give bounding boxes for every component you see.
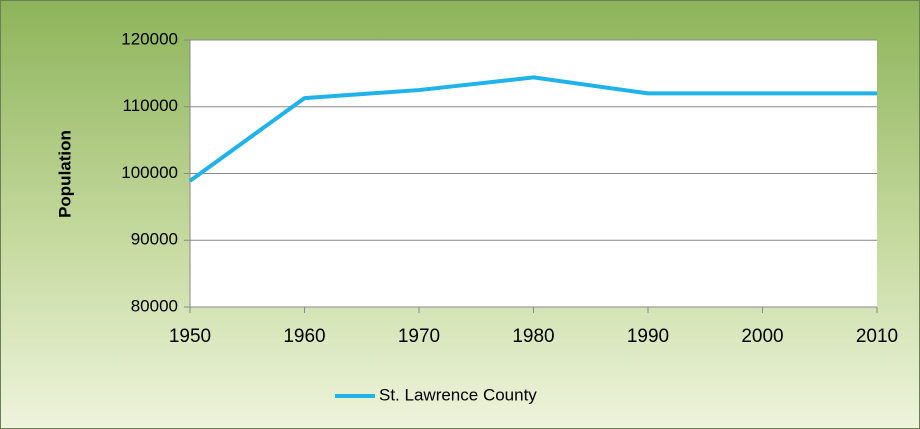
y-tick-label: 80000 [131, 296, 178, 315]
y-axis-label: Population [55, 130, 74, 218]
y-tick-label: 100000 [121, 163, 178, 182]
y-tick-label: 90000 [131, 230, 178, 249]
x-tick-label: 1980 [512, 326, 554, 347]
y-tick-label: 120000 [121, 29, 178, 48]
legend-label: St. Lawrence County [379, 385, 537, 404]
x-tick-label: 1970 [398, 326, 440, 347]
y-tick-label: 110000 [123, 96, 178, 115]
series-line [188, 75, 877, 183]
x-tick-label: 2000 [741, 326, 783, 347]
x-tick-label: 2010 [856, 326, 898, 347]
x-tick-label: 1960 [283, 326, 325, 347]
x-tick-label: 1950 [169, 326, 211, 347]
x-tick-label: 1990 [627, 326, 669, 347]
